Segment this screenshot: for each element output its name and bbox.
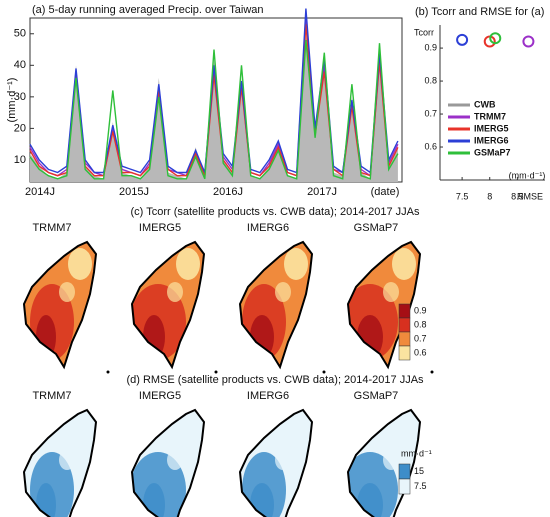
- shade: [68, 416, 92, 448]
- map-label: TRMM7: [32, 222, 71, 234]
- x-tick-label: 2014J: [25, 186, 55, 198]
- map-label: IMERG6: [247, 222, 289, 234]
- x-tick-label: 2017J: [307, 186, 337, 198]
- island-outline: [22, 408, 98, 517]
- y-tick-label: 0.8: [424, 75, 437, 85]
- y-tick-label: 40: [14, 59, 26, 71]
- map: [22, 240, 110, 374]
- shade: [167, 450, 183, 470]
- shade: [59, 450, 75, 470]
- map: [130, 240, 218, 374]
- shade: [176, 248, 200, 280]
- island-outline: [346, 240, 422, 370]
- shade: [59, 282, 75, 302]
- point: [489, 32, 502, 45]
- islet: [322, 370, 326, 374]
- colorbar-box: [398, 345, 411, 361]
- line: [29, 40, 399, 180]
- y-tick-label: 10: [14, 154, 26, 166]
- x-tick-label: 7.5: [456, 191, 469, 201]
- y-axis-label: Tcorr: [414, 27, 434, 37]
- shade: [392, 248, 416, 280]
- map: [346, 408, 422, 517]
- islet: [430, 370, 434, 374]
- legend-label: IMERG5: [474, 123, 509, 133]
- map: [346, 240, 434, 374]
- map: [22, 408, 98, 517]
- map-label: IMERG5: [139, 390, 181, 402]
- y-tick-label: 20: [14, 122, 26, 134]
- island-outline: [238, 408, 314, 517]
- colorbar-label: 0.7: [414, 333, 427, 343]
- map: [238, 408, 314, 517]
- shade: [68, 248, 92, 280]
- panel-b-title: (b) Tcorr and RMSE for (a): [415, 6, 544, 18]
- shade: [176, 416, 200, 448]
- line: [29, 8, 399, 174]
- shade: [275, 450, 291, 470]
- y-tick-label: 0.6: [424, 141, 437, 151]
- point: [522, 35, 535, 48]
- x-tick-label: 8.5: [511, 191, 524, 201]
- colorbar-box: [398, 303, 411, 319]
- colorbar-label: 0.8: [414, 319, 427, 329]
- map: [130, 408, 206, 517]
- y-tick-label: 0.9: [424, 42, 437, 52]
- panel-c-title: (c) Tcorr (satellite products vs. CWB da…: [131, 206, 420, 218]
- shade: [392, 416, 416, 448]
- area: [30, 33, 398, 182]
- shade: [167, 282, 183, 302]
- y-tick-label: 50: [14, 28, 26, 40]
- x-tick-label: 2016J: [213, 186, 243, 198]
- island-outline: [130, 408, 206, 517]
- shade: [284, 416, 308, 448]
- map-label: IMERG6: [247, 390, 289, 402]
- colorbar-box: [398, 463, 411, 480]
- shade: [275, 282, 291, 302]
- y-tick-label: 30: [14, 91, 26, 103]
- colorbar-unit: mm·d⁻¹: [401, 448, 432, 458]
- map-label: GSMaP7: [354, 390, 399, 402]
- y-tick-label: 0.7: [424, 108, 437, 118]
- map-label: IMERG5: [139, 222, 181, 234]
- legend-label: GSMaP7: [474, 147, 511, 157]
- x-unit: (mm·d⁻¹): [509, 170, 546, 180]
- islet: [106, 370, 110, 374]
- x-tick-label: 2015J: [119, 186, 149, 198]
- line: [29, 24, 399, 177]
- panel-a-title: (a) 5-day running averaged Precip. over …: [32, 4, 264, 16]
- point: [456, 33, 469, 46]
- colorbar-label: 15: [414, 466, 424, 476]
- panel-d-title: (d) RMSE (satellite products vs. CWB dat…: [126, 374, 424, 386]
- colorbar-box: [398, 331, 411, 347]
- island-outline: [130, 240, 206, 370]
- map: [238, 240, 326, 374]
- islet: [214, 370, 218, 374]
- x-axis-label: (date): [371, 186, 400, 198]
- legend-label: TRMM7: [474, 111, 506, 121]
- colorbar-label: 0.9: [414, 305, 427, 315]
- shade: [284, 248, 308, 280]
- legend-label: CWB: [474, 99, 496, 109]
- island-outline: [346, 408, 422, 517]
- island-outline: [22, 240, 98, 370]
- x-tick-label: 8: [487, 191, 492, 201]
- x-axis-label: RMSE: [517, 191, 543, 201]
- island-outline: [238, 240, 314, 370]
- y-axis-label: (mm·d⁻¹): [6, 78, 18, 123]
- colorbar-label: 7.5: [414, 481, 427, 491]
- colorbar-label: 0.6: [414, 347, 427, 357]
- colorbar-box: [398, 478, 411, 495]
- shade: [383, 450, 399, 470]
- legend-label: IMERG6: [474, 135, 509, 145]
- shade: [383, 282, 399, 302]
- map-label: GSMaP7: [354, 222, 399, 234]
- colorbar-box: [398, 317, 411, 333]
- map-label: TRMM7: [32, 390, 71, 402]
